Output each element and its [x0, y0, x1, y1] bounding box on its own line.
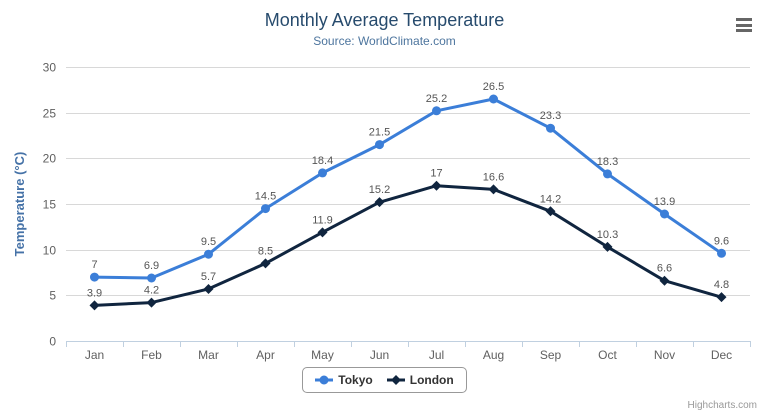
london-point-marker[interactable]	[317, 227, 328, 238]
tokyo-point-marker[interactable]	[546, 123, 555, 133]
london-data-label: 14.2	[540, 193, 561, 205]
xaxis-category-label: Dec	[711, 348, 732, 362]
tokyo-data-label: 7	[91, 259, 97, 271]
yaxis-labels: 0 5 10 15 20 25 30	[43, 61, 57, 349]
tokyo-data-label: 9.5	[201, 236, 216, 248]
legend-item-tokyo[interactable]: Tokyo	[315, 373, 373, 387]
london-data-label: 17	[430, 168, 442, 180]
yaxis-tick-label: 25	[43, 107, 57, 121]
tokyo-point-marker[interactable]	[432, 106, 441, 116]
xaxis-category-label: Mar	[198, 348, 219, 362]
legend-item-london[interactable]: London	[386, 373, 454, 387]
yaxis-tick-label: 5	[49, 289, 56, 303]
tokyo-line	[94, 97, 723, 280]
legend-label-london: London	[409, 373, 454, 387]
legend: Tokyo London	[0, 367, 769, 393]
london-data-label: 4.2	[144, 285, 159, 297]
xaxis-category-label: Oct	[598, 348, 617, 362]
tokyo-point-marker[interactable]	[90, 272, 99, 282]
london-data-label: 16.6	[483, 171, 504, 183]
legend-label-tokyo: Tokyo	[338, 373, 373, 387]
tokyo-point-marker[interactable]	[717, 248, 726, 258]
hamburger-bar	[736, 23, 752, 27]
xaxis-category-label: Nov	[654, 348, 675, 362]
tokyo-data-label: 23.3	[540, 110, 561, 122]
tokyo-point-marker[interactable]	[147, 273, 156, 283]
london-point-marker[interactable]	[431, 180, 442, 191]
tokyo-data-label: 18.3	[597, 156, 618, 168]
tokyo-legend-marker-icon	[315, 375, 334, 385]
xaxis-category-label: May	[311, 348, 334, 362]
london-data-label: 10.3	[597, 229, 618, 241]
gridlines	[66, 67, 750, 296]
tokyo-data-label: 14.5	[255, 191, 276, 203]
tokyo-point-marker[interactable]	[261, 204, 270, 214]
london-data-label: 15.2	[369, 184, 390, 196]
london-legend-marker-icon	[386, 375, 405, 385]
london-data-label: 11.9	[312, 214, 333, 226]
hamburger-bar	[736, 29, 752, 32]
london-point-marker[interactable]	[602, 241, 613, 252]
london-point-marker[interactable]	[203, 283, 214, 294]
tokyo-data-label: 9.6	[714, 235, 729, 247]
london-data-label: 8.5	[258, 245, 273, 257]
tokyo-series	[90, 94, 726, 283]
london-point-marker[interactable]	[260, 258, 271, 269]
xaxis-ticks	[66, 341, 751, 347]
london-point-marker[interactable]	[659, 275, 670, 286]
xaxis-category-label: Jun	[370, 348, 389, 362]
tokyo-data-label: 26.5	[483, 81, 504, 93]
hamburger-bar	[736, 18, 752, 21]
london-data-labels: 3.9 4.2 5.7 8.5 11.9 15.2 17 16.6 14.2 10.3 6.6 4.8	[87, 168, 729, 300]
tokyo-point-marker[interactable]	[660, 209, 669, 219]
xaxis-category-label: Jan	[85, 348, 104, 362]
tokyo-data-label: 6.9	[144, 260, 159, 272]
tokyo-data-label: 25.2	[426, 93, 447, 105]
london-line	[94, 184, 722, 307]
xaxis-category-label: Sep	[540, 348, 562, 362]
london-series	[89, 180, 727, 311]
yaxis-tick-label: 15	[43, 198, 57, 212]
london-data-label: 5.7	[201, 271, 216, 283]
london-point-marker[interactable]	[716, 292, 727, 303]
tokyo-point-marker[interactable]	[489, 94, 498, 104]
london-point-marker[interactable]	[545, 206, 556, 217]
london-point-marker[interactable]	[488, 184, 499, 195]
hamburger-menu-icon[interactable]	[734, 16, 754, 34]
tokyo-data-labels: 7 6.9 9.5 14.5 18.4 21.5 25.2 26.5 23.3 18.3 13.9 9…	[91, 81, 729, 272]
london-point-marker[interactable]	[146, 297, 157, 308]
london-point-marker[interactable]	[89, 300, 100, 311]
yaxis-tick-label: 0	[49, 335, 56, 349]
legend-box: Tokyo London	[302, 367, 467, 393]
yaxis-tick-label: 30	[43, 61, 57, 75]
tokyo-data-label: 13.9	[654, 196, 675, 208]
london-point-marker[interactable]	[374, 197, 385, 208]
london-data-label: 6.6	[657, 263, 672, 275]
yaxis-tick-label: 10	[43, 244, 57, 258]
tokyo-data-label: 18.4	[312, 155, 333, 167]
xaxis-labels: Jan Feb Mar Apr May Jun Jul Aug Sep Oct Nov Dec	[85, 348, 732, 362]
xaxis-category-label: Jul	[429, 348, 444, 362]
london-data-label: 3.9	[87, 287, 102, 299]
chart-title: Monthly Average Temperature	[264, 10, 505, 30]
yaxis-title: Temperature (°C)	[12, 152, 27, 257]
tokyo-point-marker[interactable]	[603, 169, 612, 179]
credits-link[interactable]: Highcharts.com	[687, 400, 757, 411]
tokyo-point-marker[interactable]	[375, 140, 384, 150]
xaxis-category-label: Apr	[256, 348, 275, 362]
xaxis-category-label: Feb	[141, 348, 162, 362]
tokyo-point-marker[interactable]	[318, 168, 327, 178]
tokyo-data-label: 21.5	[369, 127, 390, 139]
london-data-label: 4.8	[714, 279, 729, 291]
xaxis-category-label: Aug	[483, 348, 504, 362]
chart-subtitle: Source: WorldClimate.com	[313, 34, 456, 48]
tokyo-point-marker[interactable]	[204, 249, 213, 259]
yaxis-tick-label: 20	[43, 152, 57, 166]
